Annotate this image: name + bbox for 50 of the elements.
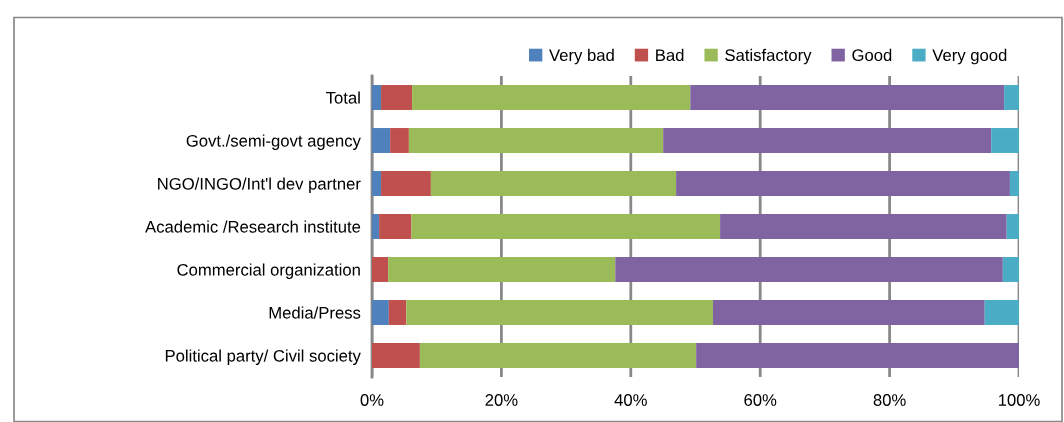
- bar: [388, 300, 407, 325]
- bar: [372, 128, 391, 153]
- y-tick-label: Media/Press: [269, 306, 361, 319]
- x-tick-label: 0%: [360, 394, 384, 406]
- y-tick-label: Academic /Research institute: [145, 220, 361, 233]
- bar: [381, 171, 431, 196]
- y-tick-label: Total: [326, 91, 360, 104]
- bar: [1004, 85, 1019, 110]
- bar: [372, 257, 389, 282]
- x-tick-label: 60%: [744, 394, 777, 406]
- bar: [412, 85, 691, 110]
- y-tick-label: Political party/ Civil society: [165, 349, 361, 365]
- bar: [408, 128, 664, 153]
- legend-label: Very good: [932, 48, 1007, 65]
- legend-label: Very bad: [549, 48, 614, 65]
- bar: [381, 85, 413, 110]
- x-tick-label: 100%: [998, 394, 1040, 406]
- x-tick-label: 20%: [485, 394, 518, 406]
- x-tick-label: 80%: [873, 394, 906, 406]
- bar: [372, 300, 389, 325]
- bar: [411, 214, 721, 239]
- bar: [388, 257, 616, 282]
- bar: [663, 128, 992, 153]
- bar: [372, 171, 382, 196]
- bar: [372, 343, 420, 368]
- legend-label: Satisfactory: [725, 48, 812, 65]
- bar: [676, 171, 1010, 196]
- legend-label: Good: [852, 48, 892, 62]
- bar: [419, 343, 697, 368]
- y-tick-label: NGO/INGO/Int'l dev partner: [158, 177, 361, 193]
- bar: [379, 214, 412, 239]
- bar: [712, 300, 985, 325]
- bar: [696, 343, 1019, 368]
- legend-label: Bad: [656, 48, 684, 62]
- bar: [372, 214, 380, 239]
- bar: [984, 300, 1019, 325]
- bar: [1006, 214, 1019, 239]
- bar: [720, 214, 1007, 239]
- bar: [406, 300, 713, 325]
- bar: [430, 171, 677, 196]
- bar: [1002, 257, 1019, 282]
- bar: [390, 128, 409, 153]
- bar: [615, 257, 1003, 282]
- y-tick-label: Govt./semi-govt agency: [186, 134, 361, 150]
- bar: [1009, 171, 1019, 196]
- bar: [991, 128, 1019, 153]
- bar: [372, 85, 382, 110]
- y-tick-label: Commercial organization: [177, 263, 360, 279]
- x-tick-label: 40%: [614, 394, 647, 406]
- bar: [690, 85, 1005, 110]
